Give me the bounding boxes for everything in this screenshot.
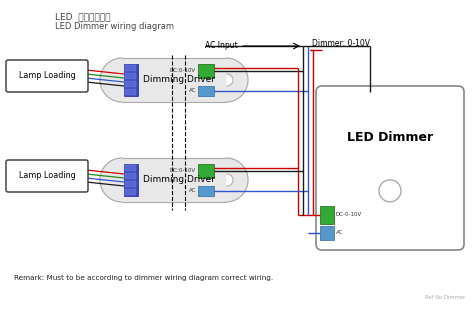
- Text: LED  调光器接线图: LED 调光器接线图: [55, 12, 110, 21]
- Text: Ref No:Dimmer: Ref No:Dimmer: [425, 295, 465, 300]
- Bar: [320, 226, 334, 240]
- Bar: [126, 181, 137, 187]
- Polygon shape: [100, 158, 122, 202]
- Text: LED Dimmer: LED Dimmer: [347, 131, 433, 144]
- Bar: [198, 64, 214, 78]
- Text: Dimmer: 0-10V: Dimmer: 0-10V: [312, 40, 370, 49]
- Text: Lamp Loading: Lamp Loading: [18, 171, 75, 180]
- Bar: [124, 64, 138, 96]
- Text: AC: AC: [336, 231, 343, 235]
- Bar: [124, 164, 138, 196]
- FancyBboxPatch shape: [316, 86, 464, 250]
- Polygon shape: [227, 174, 233, 186]
- Text: Dimming Driver: Dimming Driver: [143, 176, 215, 184]
- Polygon shape: [226, 58, 248, 102]
- Text: LED Dimmer wiring diagram: LED Dimmer wiring diagram: [55, 22, 174, 31]
- FancyBboxPatch shape: [6, 160, 88, 192]
- Text: Lamp Loading: Lamp Loading: [18, 71, 75, 81]
- Bar: [122, 158, 226, 202]
- Text: AC: AC: [189, 188, 196, 193]
- Bar: [126, 65, 137, 71]
- Bar: [198, 186, 214, 196]
- FancyBboxPatch shape: [6, 60, 88, 92]
- Bar: [126, 189, 137, 195]
- Bar: [126, 81, 137, 87]
- Bar: [198, 164, 214, 178]
- Bar: [126, 73, 137, 79]
- Polygon shape: [100, 58, 122, 102]
- Bar: [122, 58, 226, 102]
- Text: DC:0-10V: DC:0-10V: [170, 168, 196, 173]
- Ellipse shape: [379, 180, 401, 202]
- Bar: [126, 173, 137, 179]
- Text: AC: AC: [189, 88, 196, 94]
- Text: AC Input: AC Input: [205, 41, 238, 50]
- Polygon shape: [227, 74, 233, 86]
- Bar: [320, 206, 334, 224]
- Bar: [126, 165, 137, 171]
- Polygon shape: [226, 158, 248, 202]
- Text: DC:0-10V: DC:0-10V: [170, 69, 196, 74]
- Text: Remark: Must to be according to dimmer wiring diagram correct wiring.: Remark: Must to be according to dimmer w…: [14, 275, 273, 281]
- Bar: [126, 89, 137, 95]
- Text: DC-0-10V: DC-0-10V: [336, 213, 362, 218]
- Text: Dimming Driver: Dimming Driver: [143, 75, 215, 84]
- Bar: [198, 86, 214, 96]
